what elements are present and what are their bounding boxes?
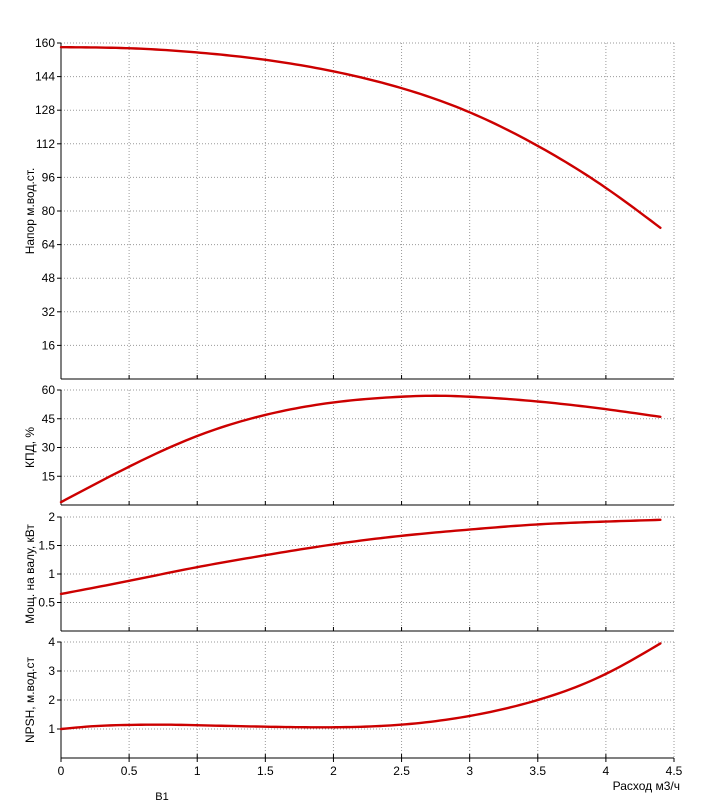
- x-tick-label: 4.5: [666, 764, 683, 778]
- x-tick-label: 3.5: [529, 764, 546, 778]
- y-tick-label: 1: [48, 722, 55, 736]
- y-tick-label: 128: [35, 103, 55, 117]
- y-axis-label: NPSH, м.вод.ст: [23, 656, 37, 743]
- y-tick-label: 160: [35, 36, 55, 50]
- y-tick-label: 1: [48, 567, 55, 581]
- x-axis-label: Расход м3/ч: [613, 779, 680, 793]
- panel-power: 0.5 1 1.5 2 Мощ. на валу, кВт: [23, 510, 675, 632]
- panel-efficiency: 15 30 45 60 КПД, %: [23, 383, 675, 506]
- y-tick-label: 45: [42, 412, 56, 426]
- y-tick-label: 0.5: [38, 596, 55, 610]
- y-axis-label: КПД, %: [23, 427, 37, 468]
- y-tick-label: 30: [42, 441, 56, 455]
- y-tick-label: 64: [42, 238, 56, 252]
- series-line-head: [59, 46, 662, 229]
- series-line-power: [59, 518, 662, 596]
- y-tick-label: 2: [48, 510, 55, 524]
- y-tick-label: 60: [42, 383, 56, 397]
- y-tick-label: 15: [42, 469, 56, 483]
- y-tick-label: 144: [35, 70, 55, 84]
- y-tick-label: 1.5: [38, 539, 55, 553]
- panel-npsh: 1 2 3 4 NPSH, м.вод.ст 0 0.5 1 1.5 2 2.5 3 3.5 4 4.5Ра…: [23, 635, 683, 793]
- y-tick-label: 4: [48, 635, 55, 649]
- x-tick-label: 1: [194, 764, 201, 778]
- y-tick-label: 112: [36, 137, 55, 151]
- x-tick-label: 2: [330, 764, 337, 778]
- panel-head: 16 32 48 64 80 96 112 128 144 160 Напор м.вод.ст.: [23, 36, 675, 380]
- y-tick-label: 96: [42, 170, 56, 184]
- x-tick-label: 0.5: [121, 764, 138, 778]
- footer-label: B1: [155, 791, 168, 800]
- series-line-efficiency: [59, 394, 662, 504]
- x-tick-label: 0: [58, 764, 65, 778]
- y-tick-label: 16: [42, 338, 56, 352]
- y-axis-label: Мощ. на валу, кВт: [23, 524, 37, 624]
- y-tick-label: 2: [48, 693, 55, 707]
- y-tick-label: 32: [42, 305, 56, 319]
- y-axis-label: Напор м.вод.ст.: [23, 168, 37, 255]
- x-tick-label: 3: [466, 764, 473, 778]
- y-tick-label: 3: [48, 664, 55, 678]
- series-line-npsh: [59, 642, 662, 731]
- x-tick-label: 1.5: [257, 764, 274, 778]
- y-tick-label: 48: [42, 271, 56, 285]
- y-tick-label: 80: [42, 204, 56, 218]
- x-tick-label: 4: [603, 764, 610, 778]
- x-tick-label: 2.5: [393, 764, 410, 778]
